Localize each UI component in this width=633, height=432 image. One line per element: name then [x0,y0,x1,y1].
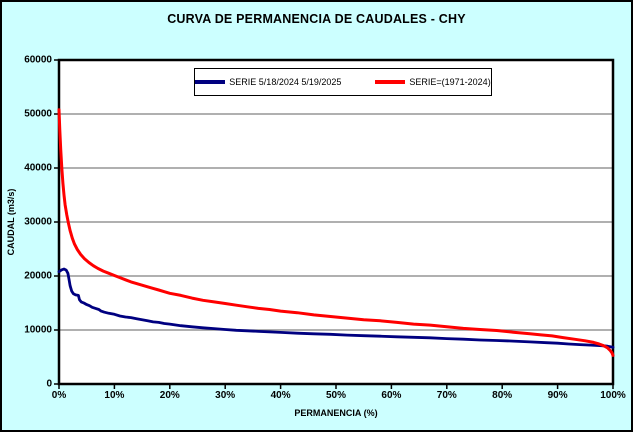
x-tick-label: 10% [104,390,125,401]
legend-label-1: SERIE=(1971-2024) [409,77,491,87]
y-tick-label: 30000 [24,216,52,228]
legend-swatch-1 [375,80,406,84]
x-tick-label: 80% [492,390,513,401]
y-tick-label: 10000 [24,324,52,336]
y-tick-label: 0 [46,378,52,390]
x-tick-label: 90% [547,390,568,401]
series-line-0 [57,267,615,349]
x-tick-label: 50% [325,390,347,401]
y-tick-label: 50000 [24,108,52,120]
x-tick-label: 20% [159,390,180,401]
x-tick-label: 100% [600,390,626,401]
y-tick-label: 60000 [24,54,52,66]
legend-item-0: SERIE 5/18/2024 5/19/2025 [195,77,341,87]
x-tick-label: 0% [51,390,67,401]
legend: SERIE 5/18/2024 5/19/2025 SERIE=(1971-202… [194,68,492,96]
x-tick-label: 40% [270,390,291,401]
chart-title: CURVA DE PERMANENCIA DE CAUDALES - CHY [167,12,466,26]
x-tick-label: 60% [381,390,402,401]
x-tick-label: 70% [436,390,457,401]
legend-label-0: SERIE 5/18/2024 5/19/2025 [229,77,342,87]
legend-item-1: SERIE=(1971-2024) [375,77,491,87]
plot-border [57,58,615,386]
x-axis-title: PERMANENCIA (%) [294,408,378,418]
x-tick-label: 30% [215,390,236,401]
y-tick-label: 20000 [24,270,52,282]
series-line-1 [57,108,615,357]
legend-swatch-0 [195,80,226,84]
y-tick-label: 40000 [24,162,52,174]
